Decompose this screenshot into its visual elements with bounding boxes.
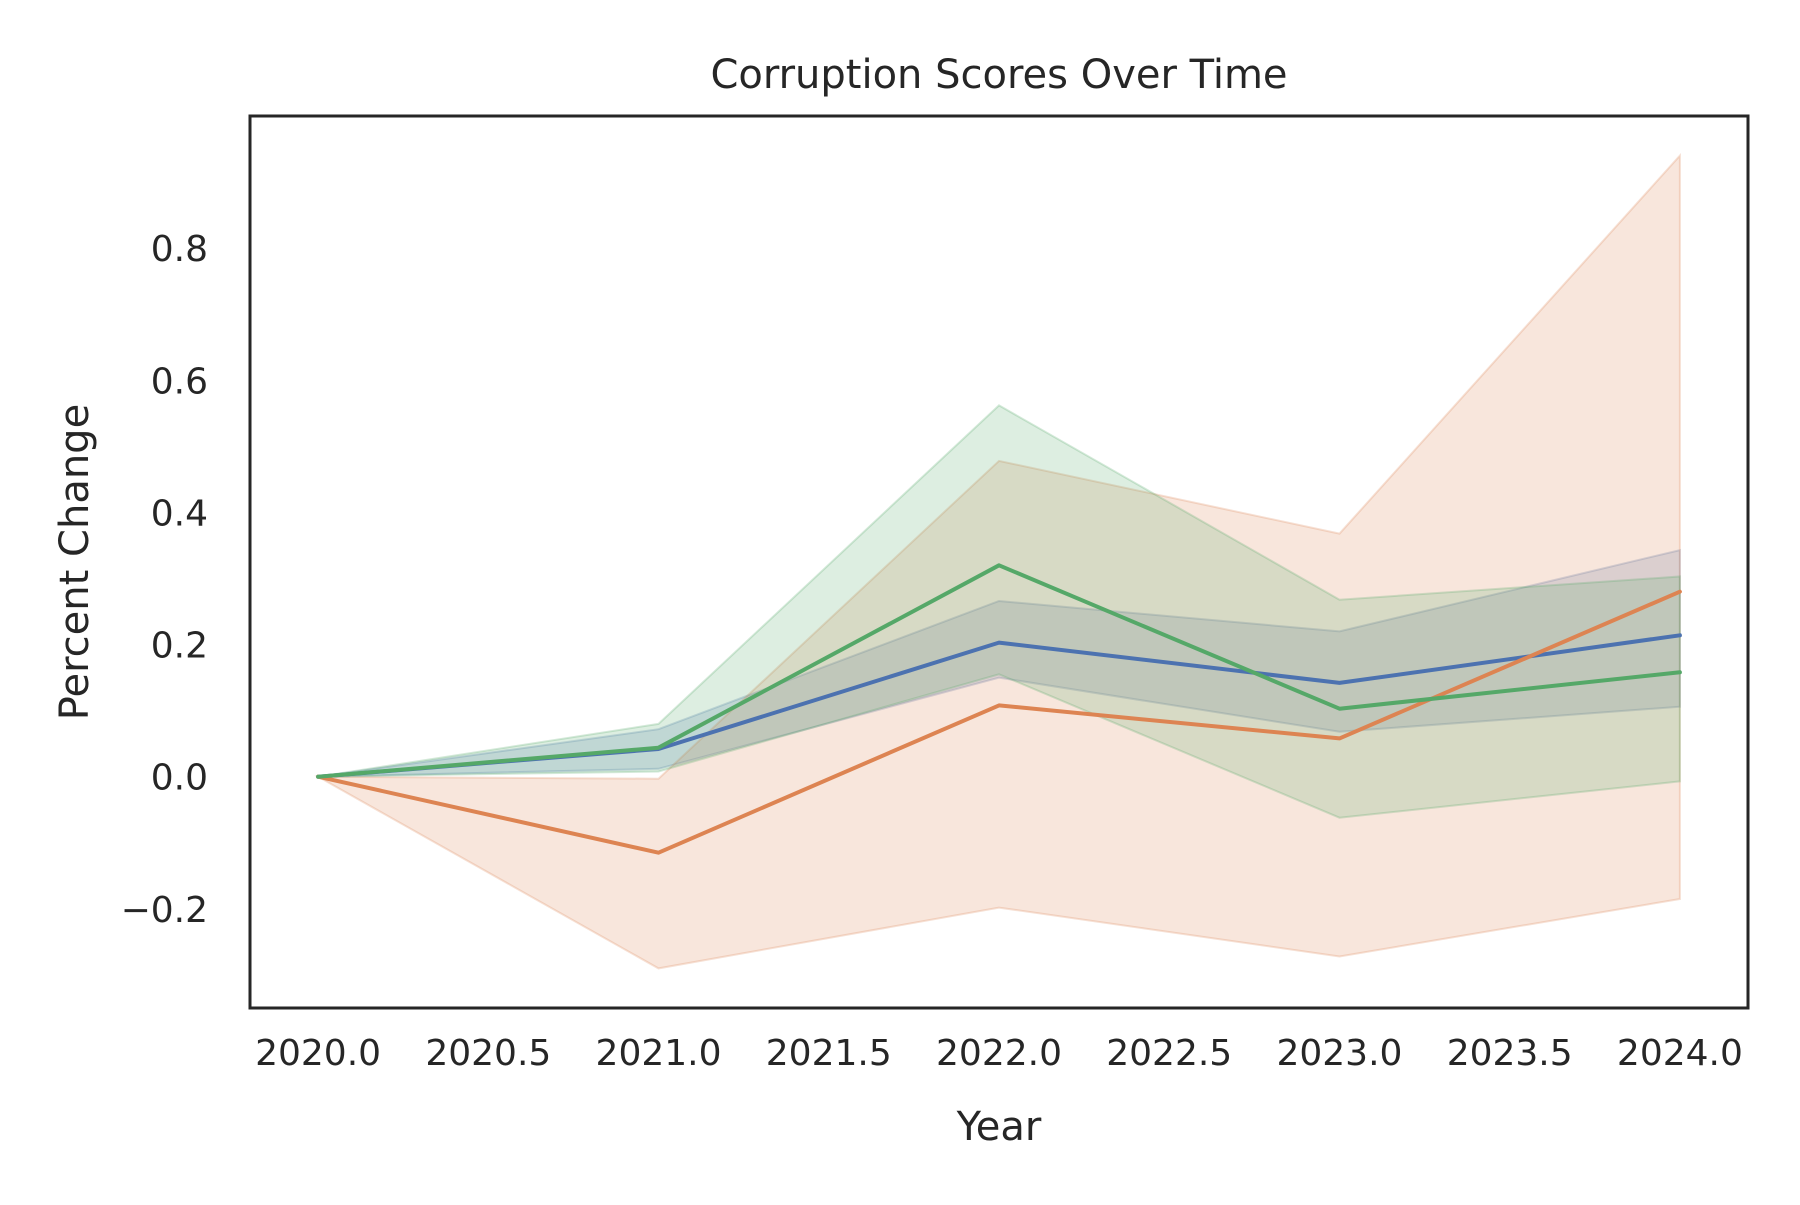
x-tick-label: 2023.0 [1276, 1033, 1402, 1074]
y-tick-label: 0.2 [151, 626, 208, 667]
y-tick-label: 0.8 [151, 229, 208, 270]
plot-frame [248, 114, 1750, 1010]
series-3-band [317, 404, 1681, 819]
x-tick-label: 2022.0 [936, 1033, 1062, 1074]
x-tick-label: 2020.0 [255, 1033, 381, 1074]
series-3-line [316, 563, 1682, 779]
y-axis-label: Percent Change [52, 404, 98, 720]
confidence-bands [314, 152, 1681, 970]
y-axis-ticks: −0.2 0.0 0.2 0.4 0.6 0.8 [121, 229, 208, 931]
x-tick-label: 2021.0 [596, 1033, 722, 1074]
x-tick-label: 2021.5 [766, 1033, 892, 1074]
x-axis-ticks: 2020.0 2020.5 2021.0 2021.5 2022.0 2022.5 2023… [255, 1033, 1743, 1074]
series-2-line [316, 589, 1682, 855]
series-2-band [314, 152, 1681, 970]
y-tick-label: 0.6 [151, 361, 208, 402]
series-1-band [317, 548, 1681, 778]
y-tick-label: −0.2 [121, 890, 208, 931]
x-axis-label: Year [956, 1104, 1042, 1150]
x-tick-label: 2024.0 [1617, 1033, 1743, 1074]
x-tick-label: 2023.5 [1447, 1033, 1573, 1074]
x-tick-label: 2022.5 [1106, 1033, 1232, 1074]
y-tick-label: 0.4 [151, 493, 208, 534]
chart-title: Corruption Scores Over Time [710, 52, 1287, 98]
y-tick-label: 0.0 [151, 758, 208, 799]
series-lines [316, 563, 1682, 855]
x-tick-label: 2020.5 [425, 1033, 551, 1074]
